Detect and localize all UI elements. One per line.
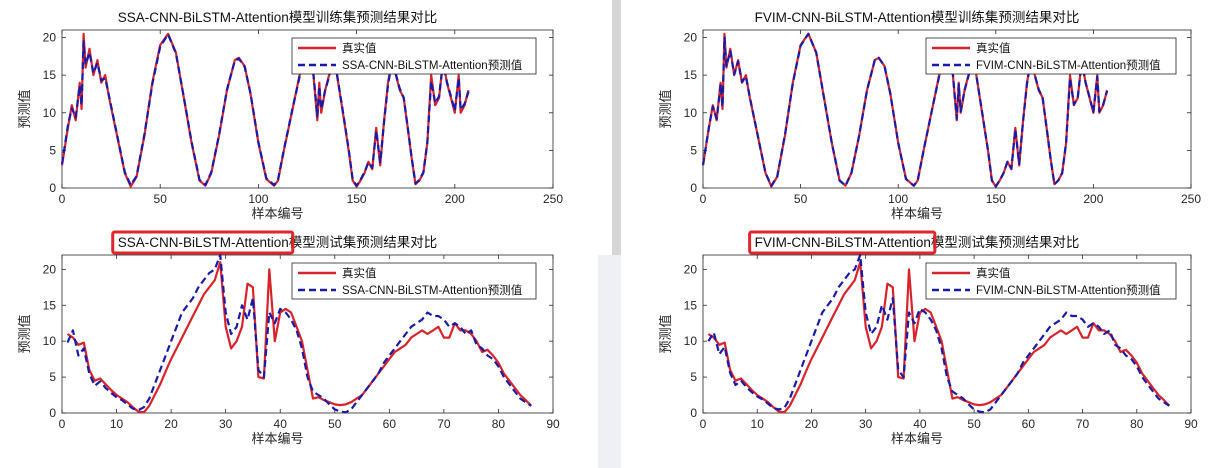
title-highlight-box	[748, 230, 937, 255]
x-tick-label: 60	[383, 417, 397, 431]
x-tick-label: 90	[546, 417, 560, 431]
chart-ssa-test: 0 10 20 30 40 50 60 70 80 90 0 5 10 15 20 样本编号 预测值 SSA-CN…	[17, 230, 560, 446]
series-line-true	[66, 261, 532, 414]
legend-label-true: 真实值	[976, 41, 1011, 55]
x-tick-label: 80	[492, 417, 506, 431]
x-tick-label: 70	[437, 417, 451, 431]
y-tick-label: 0	[690, 181, 697, 195]
legend-label-pred: SSA-CNN-BiLSTM-Attention预测值	[342, 284, 523, 297]
chart-title: SSA-CNN-BiLSTM-Attention模型测试集预测结果对比	[118, 235, 438, 250]
window-gap-divider	[612, 0, 621, 468]
x-tick-label: 150	[347, 192, 367, 206]
x-tick-label: 250	[543, 192, 563, 206]
y-tick-label: 5	[49, 370, 56, 384]
x-tick-label: 30	[219, 417, 233, 431]
legend-label-true: 真实值	[342, 266, 377, 280]
x-tick-label: 10	[751, 417, 765, 431]
y-tick-label: 20	[684, 31, 698, 45]
legend-box	[291, 37, 537, 75]
y-tick-label: 20	[43, 31, 57, 45]
x-tick-label: 0	[59, 417, 66, 431]
x-tick-label: 200	[445, 192, 465, 206]
x-tick-label: 70	[1076, 417, 1090, 431]
x-tick-label: 60	[1022, 417, 1036, 431]
legend-box	[291, 262, 537, 300]
y-tick-label: 10	[43, 334, 57, 348]
series-line-true	[707, 261, 1171, 414]
x-axis-label: 样本编号	[251, 431, 303, 446]
x-tick-label: 40	[913, 417, 927, 431]
x-tick-label: 50	[794, 192, 808, 206]
legend-box	[925, 37, 1177, 75]
x-tick-label: 10	[110, 417, 124, 431]
chart-title: FVIM-CNN-BiLSTM-Attention模型测试集预测结果对比	[755, 235, 1080, 250]
y-tick-label: 0	[49, 181, 56, 195]
y-axis-label: 预测值	[17, 314, 32, 353]
y-axis-label: 预测值	[658, 89, 673, 128]
x-tick-label: 250	[1181, 192, 1201, 206]
chart-ssa-train: 0 50 100 150 200 250 0 5 10 15 20 样本编号 预测值 SSA-CNN-Bi…	[17, 10, 563, 221]
y-tick-label: 15	[43, 298, 57, 312]
x-tick-label: 0	[700, 417, 707, 431]
chart-fvim-train: 0 50 100 150 200 250 0 5 10 15 20 样本编号 预测值 FVIM-CNN-B…	[658, 10, 1201, 221]
x-tick-label: 30	[859, 417, 873, 431]
x-tick-label: 50	[967, 417, 981, 431]
x-axis-label: 样本编号	[891, 206, 943, 221]
legend-box	[925, 262, 1177, 300]
series-line-pred	[701, 32, 1109, 188]
x-axis-label: 样本编号	[251, 206, 303, 221]
chart-title: SSA-CNN-BiLSTM-Attention模型训练集预测结果对比	[118, 10, 438, 25]
series-line-pred	[707, 253, 1170, 414]
y-tick-label: 5	[690, 370, 697, 384]
chart-title-rest: 模型测试集预测结果对比	[931, 235, 1080, 250]
x-tick-label: 200	[1083, 192, 1103, 206]
y-tick-label: 5	[690, 143, 697, 157]
y-tick-label: 15	[684, 298, 698, 312]
y-tick-label: 20	[43, 262, 57, 276]
y-tick-label: 0	[49, 406, 56, 420]
legend: 真实值 FVIM-CNN-BiLSTM-Attention预测值	[925, 262, 1177, 300]
window-gap-strip	[598, 255, 621, 468]
x-tick-label: 50	[154, 192, 168, 206]
chart-title-rest: 模型测试集预测结果对比	[289, 235, 438, 250]
x-tick-label: 100	[248, 192, 268, 206]
y-axis-label: 预测值	[658, 314, 673, 353]
legend-label-true: 真实值	[976, 266, 1011, 280]
y-axis-label: 预测值	[17, 89, 32, 128]
legend-label-pred: FVIM-CNN-BiLSTM-Attention预测值	[976, 59, 1161, 72]
x-tick-label: 80	[1130, 417, 1144, 431]
legend-label-true: 真实值	[342, 41, 377, 55]
y-tick-label: 15	[43, 68, 57, 82]
x-tick-label: 40	[274, 417, 288, 431]
x-tick-label: 100	[888, 192, 908, 206]
y-tick-label: 15	[684, 68, 698, 82]
legend-label-pred: SSA-CNN-BiLSTM-Attention预测值	[342, 59, 523, 72]
chart-fvim-test: 0 10 20 30 40 50 60 70 80 90 0 5 10 15 20 样本编号 预测值 FVIM-C…	[658, 230, 1198, 446]
title-highlight-box	[111, 230, 295, 255]
y-tick-label: 0	[690, 406, 697, 420]
y-tick-label: 10	[684, 334, 698, 348]
legend: 真实值 SSA-CNN-BiLSTM-Attention预测值	[291, 262, 537, 300]
legend: 真实值 SSA-CNN-BiLSTM-Attention预测值	[291, 37, 537, 75]
x-tick-label: 150	[986, 192, 1006, 206]
series-line-pred	[66, 253, 532, 414]
chart-title-highlight: FVIM-CNN-BiLSTM-Attention	[755, 235, 931, 250]
chart-title-highlight: SSA-CNN-BiLSTM-Attention	[118, 235, 289, 250]
x-tick-label: 20	[164, 417, 178, 431]
legend-label-pred: FVIM-CNN-BiLSTM-Attention预测值	[976, 284, 1161, 297]
chart-title: FVIM-CNN-BiLSTM-Attention模型训练集预测结果对比	[755, 10, 1080, 25]
x-tick-label: 20	[805, 417, 819, 431]
y-tick-label: 5	[49, 143, 56, 157]
legend: 真实值 FVIM-CNN-BiLSTM-Attention预测值	[925, 37, 1177, 75]
y-tick-label: 10	[43, 106, 57, 120]
y-tick-label: 10	[684, 106, 698, 120]
y-tick-label: 20	[684, 262, 698, 276]
x-tick-label: 50	[328, 417, 342, 431]
x-axis-label: 样本编号	[891, 431, 943, 446]
x-tick-label: 90	[1184, 417, 1198, 431]
x-tick-label: 0	[59, 192, 66, 206]
x-tick-label: 0	[700, 192, 707, 206]
